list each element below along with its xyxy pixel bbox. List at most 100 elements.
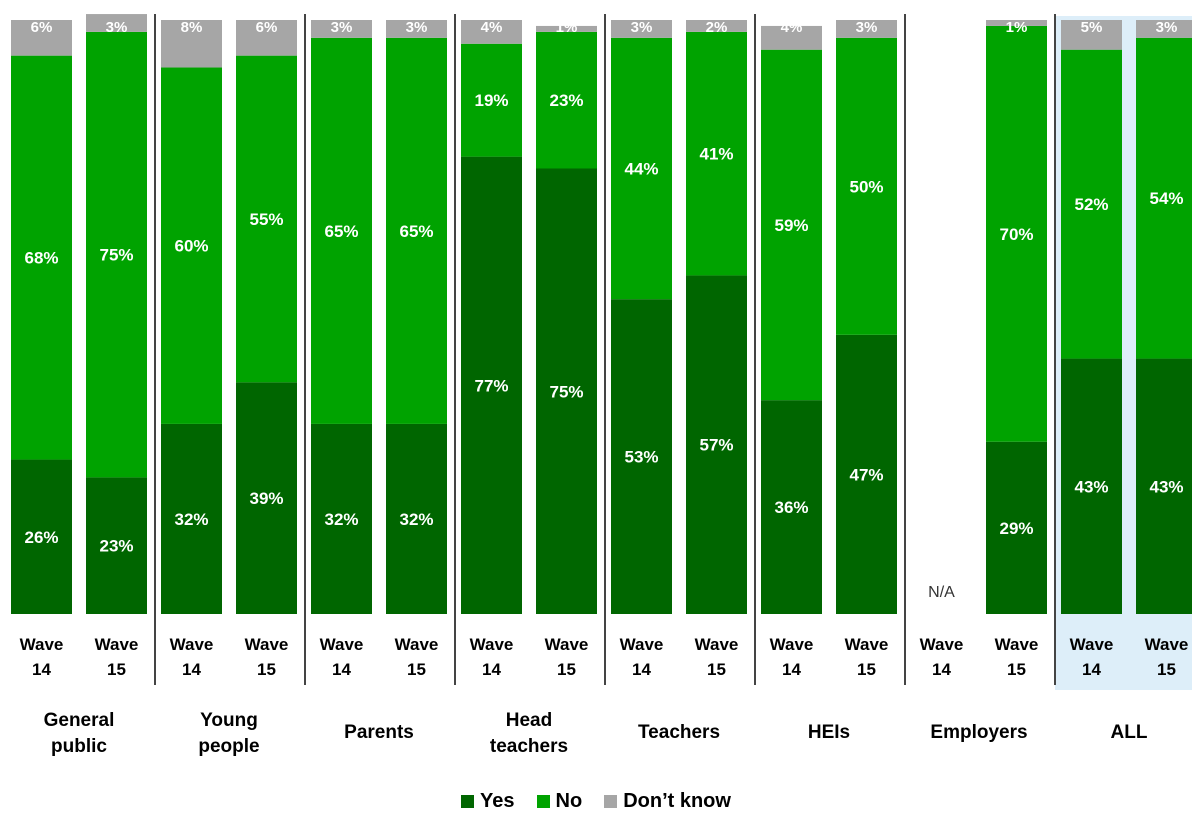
data-label-dont-know-general-public-wave-15: 3% <box>106 19 128 36</box>
tick-label-young-people-wave-14-line1: Wave <box>170 635 214 654</box>
legend-item-yes: Yes <box>461 790 515 813</box>
group-label-teachers-line1: Teachers <box>638 722 720 743</box>
tick-label-general-public-wave-15-line1: Wave <box>95 635 139 654</box>
bar-segment-no-head-teachers-wave-15 <box>536 31 597 169</box>
bar-segment-dont-know-teachers-wave-14 <box>611 20 672 38</box>
data-label-yes-parents-wave-14: 32% <box>324 510 358 529</box>
data-label-dont-know-heis-wave-14: 4% <box>781 19 803 36</box>
bar-segment-no-parents-wave-15 <box>386 37 447 424</box>
bar-segment-dont-know-all-wave-15 <box>1136 20 1192 38</box>
legend-item-dont-know: Don’t know <box>604 790 731 813</box>
bar-segment-no-all-wave-14 <box>1061 49 1122 359</box>
tick-label-parents-wave-14-line2: 14 <box>332 660 351 679</box>
bar-segment-no-teachers-wave-15 <box>686 31 747 276</box>
data-label-no-parents-wave-15: 65% <box>399 222 433 241</box>
bar-segment-no-parents-wave-14 <box>311 37 372 424</box>
tick-label-head-teachers-wave-14-line2: 14 <box>482 660 501 679</box>
data-label-no-all-wave-14: 52% <box>1074 195 1108 214</box>
legend-swatch-no <box>536 795 550 808</box>
tick-label-head-teachers-wave-14-line1: Wave <box>470 635 514 654</box>
tick-label-teachers-wave-14-line1: Wave <box>620 635 664 654</box>
bar-segment-yes-young-people-wave-15 <box>236 382 297 614</box>
tick-label-heis-wave-15-line1: Wave <box>845 635 889 654</box>
bar-segment-dont-know-parents-wave-14 <box>311 20 372 38</box>
tick-label-teachers-wave-15-line2: 15 <box>707 660 726 679</box>
data-label-dont-know-parents-wave-14: 3% <box>331 19 353 36</box>
bar-segment-yes-head-teachers-wave-15 <box>536 168 597 614</box>
data-label-no-all-wave-15: 54% <box>1149 189 1183 208</box>
data-label-yes-all-wave-14: 43% <box>1074 477 1108 496</box>
tick-label-general-public-wave-14-line1: Wave <box>20 635 64 654</box>
data-label-yes-heis-wave-15: 47% <box>849 465 883 484</box>
tick-label-all-wave-14-line1: Wave <box>1070 635 1114 654</box>
group-label-general-public-line2: public <box>51 736 107 757</box>
data-label-dont-know-general-public-wave-14: 6% <box>31 19 53 36</box>
bar-segment-yes-parents-wave-14 <box>311 423 372 614</box>
tick-label-employers-wave-15-line2: 15 <box>1007 660 1026 679</box>
group-label-employers-line1: Employers <box>930 722 1027 743</box>
bar-segment-dont-know-heis-wave-15 <box>836 20 897 38</box>
bar-segment-dont-know-teachers-wave-15 <box>686 20 747 32</box>
data-label-no-parents-wave-14: 65% <box>324 222 358 241</box>
tick-label-general-public-wave-15-line2: 15 <box>107 660 126 679</box>
bar-segment-dont-know-all-wave-14 <box>1061 20 1122 50</box>
bar-segment-no-teachers-wave-14 <box>611 37 672 300</box>
bar-segment-dont-know-employers-wave-15 <box>986 20 1047 26</box>
stacked-bar-chart: 26% 68% 6% Wave 14 23% 75% 3% Wave 15 General publi… <box>11 14 1192 757</box>
group-label-head-teachers-line2: teachers <box>490 736 568 757</box>
legend-label-yes: Yes <box>480 790 515 812</box>
bar-segment-no-employers-wave-15 <box>986 25 1047 442</box>
tick-label-young-people-wave-15-line2: 15 <box>257 660 276 679</box>
data-label-yes-parents-wave-15: 32% <box>399 510 433 529</box>
tick-label-parents-wave-14-line1: Wave <box>320 635 364 654</box>
tick-label-heis-wave-14-line2: 14 <box>782 660 801 679</box>
group-label-parents-line1: Parents <box>344 722 414 743</box>
data-label-no-teachers-wave-14: 44% <box>624 160 658 179</box>
legend: Yes No Don’t know <box>0 790 1192 813</box>
bar-segment-dont-know-young-people-wave-14 <box>161 20 222 68</box>
data-label-dont-know-head-teachers-wave-15: 1% <box>556 19 578 36</box>
data-label-dont-know-young-people-wave-14: 8% <box>181 19 203 36</box>
data-label-dont-know-head-teachers-wave-14: 4% <box>481 19 503 36</box>
data-label-yes-head-teachers-wave-14: 77% <box>474 376 508 395</box>
data-label-dont-know-parents-wave-15: 3% <box>406 19 428 36</box>
tick-label-heis-wave-14-line1: Wave <box>770 635 814 654</box>
tick-label-parents-wave-15-line1: Wave <box>395 635 439 654</box>
data-label-yes-teachers-wave-15: 57% <box>699 436 733 455</box>
bar-segment-yes-general-public-wave-14 <box>11 459 72 614</box>
data-label-yes-general-public-wave-14: 26% <box>24 528 58 547</box>
bar-segment-dont-know-parents-wave-15 <box>386 20 447 38</box>
legend-item-no: No <box>536 790 582 813</box>
bar-segment-dont-know-head-teachers-wave-15 <box>536 25 597 32</box>
data-label-no-heis-wave-14: 59% <box>774 216 808 235</box>
legend-swatch-dont-know <box>604 795 618 808</box>
data-label-no-employers-wave-15: 70% <box>999 225 1033 244</box>
tick-label-all-wave-15-line2: 15 <box>1157 660 1176 679</box>
data-label-yes-young-people-wave-15: 39% <box>249 489 283 508</box>
bar-segment-dont-know-head-teachers-wave-14 <box>461 20 522 44</box>
bar-segment-yes-all-wave-14 <box>1061 358 1122 614</box>
tick-label-teachers-wave-14-line2: 14 <box>632 660 651 679</box>
group-label-general-public-line1: General <box>44 710 115 731</box>
bar-segment-dont-know-general-public-wave-15 <box>86 14 147 32</box>
data-label-no-young-people-wave-15: 55% <box>249 210 283 229</box>
data-label-yes-head-teachers-wave-15: 75% <box>549 382 583 401</box>
data-label-yes-young-people-wave-14: 32% <box>174 510 208 529</box>
bar-segment-no-heis-wave-14 <box>761 49 822 401</box>
bar-segment-no-general-public-wave-14 <box>11 55 72 460</box>
data-label-no-general-public-wave-14: 68% <box>24 249 58 268</box>
tick-label-all-wave-15-line1: Wave <box>1145 635 1189 654</box>
bar-segment-yes-parents-wave-15 <box>386 423 447 614</box>
tick-label-employers-wave-15-line1: Wave <box>995 635 1039 654</box>
data-label-no-head-teachers-wave-15: 23% <box>549 91 583 110</box>
tick-label-teachers-wave-15-line1: Wave <box>695 635 739 654</box>
group-label-heis-line1: HEIs <box>808 722 850 743</box>
bar-segment-yes-teachers-wave-14 <box>611 299 672 614</box>
bar-segment-yes-head-teachers-wave-14 <box>461 156 522 614</box>
tick-label-young-people-wave-15-line1: Wave <box>245 635 289 654</box>
bar-segment-no-young-people-wave-14 <box>161 67 222 424</box>
data-label-dont-know-teachers-wave-15: 2% <box>706 19 728 36</box>
tick-label-parents-wave-15-line2: 15 <box>407 660 426 679</box>
bar-segment-yes-general-public-wave-15 <box>86 477 147 614</box>
group-label-young-people-line1: Young <box>200 710 258 731</box>
